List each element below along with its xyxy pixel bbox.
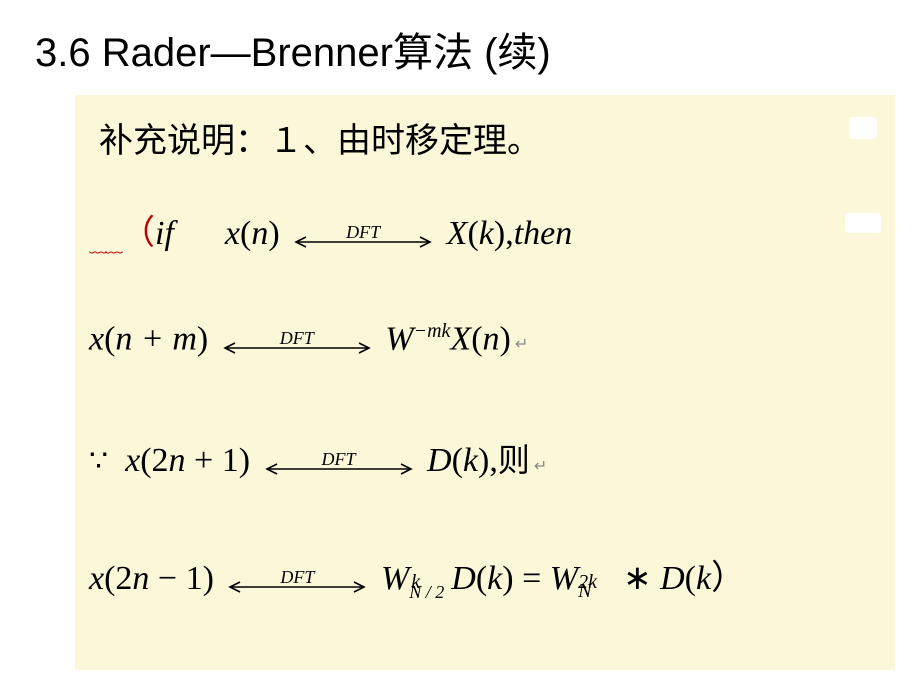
note-line: 补充说明：１、由时移定理。 <box>99 113 541 162</box>
close-paren-full: ） <box>711 560 745 597</box>
artifact-blob <box>849 117 877 139</box>
eq-line-2: x(n + m) DFT W−mkX(n)↵ <box>89 320 528 358</box>
sup-neg-mk: −mk <box>414 320 451 342</box>
open-paren: （ <box>121 215 155 252</box>
eq-line-3: ∵ x(2n + 1) DFT D(k),则↵ <box>89 435 547 481</box>
squiggle-icon: ﹏﹏ <box>89 236 121 256</box>
dft-arrow: DFT <box>217 329 377 355</box>
star-op: ∗ <box>623 560 652 597</box>
sym-x: x <box>225 215 240 252</box>
eq-line-4: x(2n − 1) DFT W k N / 2 D(k) = W 2k N ∗ … <box>89 550 745 599</box>
ze-word: 则 <box>498 442 530 478</box>
dft-arrow: DFT <box>259 450 419 476</box>
artifact-blob <box>845 213 881 233</box>
dft-arrow: DFT <box>222 568 372 594</box>
content-box: 补充说明：１、由时移定理。 ﹏﹏（if x(n) DFT X(k),then x… <box>75 95 895 670</box>
sub-n: N <box>578 580 591 603</box>
return-mark-icon: ↵ <box>515 336 528 353</box>
slide: 3.6 Rader—Brenner算法 (续) 补充说明：１、由时移定理。 ﹏﹏… <box>0 0 920 690</box>
if-keyword: if <box>155 215 174 252</box>
slide-title: 3.6 Rader—Brenner算法 (续) <box>35 20 551 78</box>
return-mark-icon: ↵ <box>534 458 547 475</box>
sub-n2: N / 2 <box>409 582 444 603</box>
then-keyword: then <box>514 215 573 252</box>
eq-line-1: ﹏﹏（if x(n) DFT X(k),then <box>89 205 572 254</box>
because-symbol: ∵ <box>89 445 108 478</box>
dft-arrow: DFT <box>288 223 438 249</box>
sym-Xk: X <box>447 215 468 252</box>
